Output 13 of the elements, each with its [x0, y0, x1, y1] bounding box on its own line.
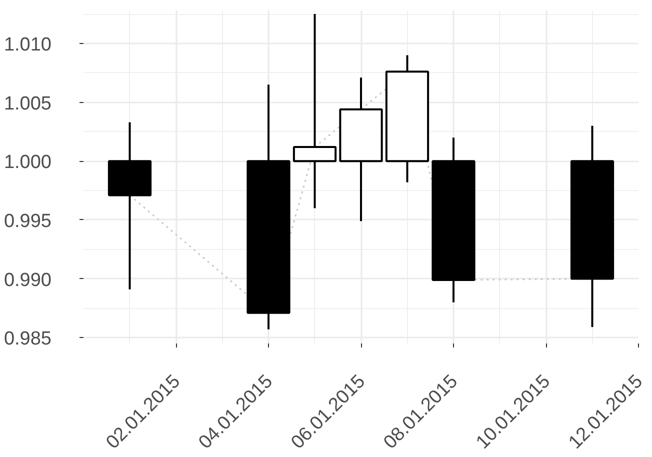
candlestick: [339, 76, 383, 222]
y-tick-label: 0.985: [4, 328, 52, 350]
candlestick: [292, 13, 337, 210]
y-tick-label: 1.005: [4, 93, 52, 114]
y-tick-label: 0.990: [4, 270, 52, 291]
candlestick: [432, 136, 476, 304]
y-tick-label: 1.010: [4, 34, 52, 56]
candlestick: [108, 121, 152, 290]
candlestick: [570, 124, 614, 328]
y-tick-label: 0.995: [4, 210, 52, 232]
y-tick-label: 1.000: [4, 152, 52, 174]
candlestick: [246, 84, 290, 330]
candlestick: [385, 54, 430, 184]
